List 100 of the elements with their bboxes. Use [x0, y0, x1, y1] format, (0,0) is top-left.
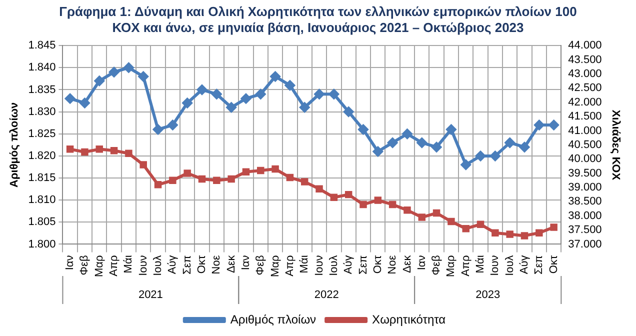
point — [257, 166, 264, 174]
y2-tick-label: 39.500 — [568, 167, 602, 180]
y2-tick-label: 42.500 — [568, 82, 602, 94]
chart-title: Γράφημα 1: Δύναμη και Ολική Χωρητικότητα των ελληνικών εμπορικών πλοίων 100 ΚΟΧ και άνω, σε μηνιαία βάση, Ιανουάριος 2021 – Οκτώβριος 2023 — [58, 4, 578, 36]
point — [110, 146, 118, 154]
point — [446, 124, 456, 134]
point — [360, 200, 367, 208]
point — [316, 185, 323, 193]
x-tick-label: Δεκ — [401, 254, 414, 273]
text: 2023 — [476, 289, 500, 302]
point — [358, 124, 368, 134]
x-tick-label: Οκτ — [548, 254, 560, 274]
x-tick-label: Φεβ — [78, 255, 91, 276]
y2-tick-label: 39.000 — [568, 182, 602, 194]
x-tick-label: Φεβ — [430, 255, 443, 276]
y-tick-label: 1.840 — [28, 62, 56, 74]
x-tick-label: Σεπ — [357, 254, 370, 275]
point — [330, 194, 338, 202]
point — [448, 218, 455, 226]
y-tick-label: 1.825 — [28, 128, 56, 140]
x-tick-label: Μάι — [122, 254, 135, 274]
x-tick-label: Μαρ — [93, 255, 106, 277]
point — [256, 89, 266, 100]
x-tick-label: Νοε — [386, 255, 399, 274]
point — [109, 67, 120, 78]
point — [66, 146, 74, 153]
point — [404, 206, 411, 214]
point — [270, 71, 280, 82]
point — [138, 71, 148, 82]
point — [80, 98, 90, 108]
legend-label: Χωρητικότητα — [372, 312, 446, 326]
y-tick-label: 1.805 — [28, 216, 56, 228]
legend-label: Αριθμός πλοίων — [230, 312, 316, 326]
x-tick-label: Μάι — [474, 254, 487, 274]
y-tick-label: 1.815 — [28, 172, 56, 184]
text: 2022 — [314, 289, 339, 302]
point — [492, 229, 499, 236]
y2-tick-label: 43.500 — [568, 54, 602, 66]
y-tick-label: 1.820 — [28, 150, 56, 162]
point — [402, 128, 412, 139]
text: 2021 — [138, 289, 163, 302]
point — [328, 89, 339, 100]
point — [460, 160, 471, 170]
point — [300, 178, 308, 186]
point — [153, 124, 164, 134]
point — [344, 190, 352, 198]
point — [520, 232, 528, 240]
point — [490, 150, 500, 161]
point — [374, 196, 382, 204]
point — [169, 176, 176, 184]
point — [476, 220, 484, 228]
x-tick-label: Ιουν — [137, 254, 150, 276]
point — [182, 98, 192, 108]
point — [388, 200, 396, 208]
y2-tick-label: 41.000 — [568, 124, 602, 137]
point — [418, 214, 426, 221]
x-tick-label: Απρ — [460, 255, 472, 276]
point — [344, 106, 354, 117]
point — [184, 170, 191, 177]
y2-tick-label: 44.000 — [568, 40, 602, 52]
point — [125, 150, 132, 158]
point — [286, 174, 294, 182]
y-axis-title: Αριθμός πλοίων — [8, 102, 21, 188]
x-tick-label: Μαρ — [445, 255, 458, 277]
x-tick-label: Μαρ — [269, 255, 282, 277]
point — [272, 165, 279, 173]
y2-tick-label: 42.000 — [568, 96, 602, 108]
point — [124, 62, 134, 73]
x-tick-label: Οκτ — [196, 254, 208, 274]
point — [432, 142, 442, 152]
point — [96, 146, 103, 153]
x-tick-label: Αύγ — [518, 254, 531, 274]
y-tick-label: 1.800 — [28, 238, 56, 250]
point — [536, 229, 543, 236]
point — [314, 89, 324, 100]
x-tick-label: Ιουλ — [152, 254, 164, 276]
x-tick-label: Μάι — [298, 254, 311, 274]
y2-tick-label: 37.000 — [568, 238, 602, 250]
y2-tick-label: 40.000 — [568, 153, 602, 166]
point — [548, 120, 559, 130]
x-tick-label: Ιαν — [64, 254, 76, 270]
y-tick-label: 1.845 — [28, 40, 56, 52]
point — [506, 230, 514, 238]
point — [416, 138, 427, 148]
x-tick-label: Οκτ — [372, 254, 384, 274]
x-tick-label: Ιουλ — [328, 254, 340, 276]
y-tick-label: 1.830 — [28, 106, 56, 118]
point — [154, 181, 162, 188]
x-tick-label: Απρ — [284, 255, 296, 276]
point — [196, 84, 207, 95]
x-tick-label: Δεκ — [225, 254, 238, 273]
point — [140, 161, 147, 168]
point — [388, 138, 398, 148]
y2-tick-label: 41.500 — [568, 110, 602, 123]
x-tick-label: Ιουν — [313, 254, 326, 276]
point — [198, 175, 206, 183]
point — [476, 150, 486, 161]
point — [213, 176, 220, 184]
point — [432, 209, 440, 217]
y2-tick-label: 43.000 — [568, 68, 602, 80]
